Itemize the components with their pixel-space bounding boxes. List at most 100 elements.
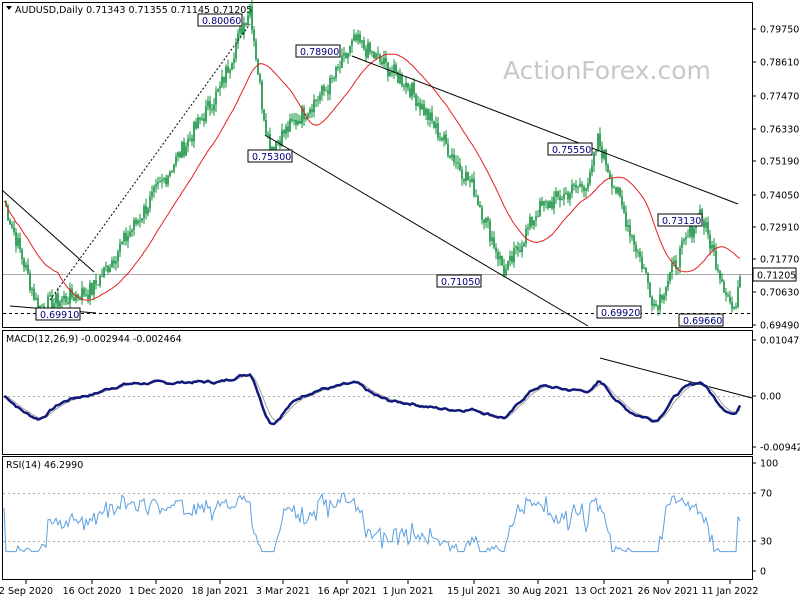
candle	[89, 280, 91, 306]
candle	[233, 52, 235, 70]
candle	[489, 218, 491, 247]
candle	[735, 302, 737, 310]
candle	[219, 81, 221, 96]
candle	[435, 116, 437, 135]
price-axis-label: 0.78610	[760, 58, 799, 69]
candle	[681, 237, 683, 255]
candle	[553, 190, 555, 215]
candle	[383, 50, 385, 68]
candle	[259, 72, 261, 85]
price-annotation-label: 0.80060	[202, 16, 241, 27]
candle	[535, 210, 537, 227]
candle	[41, 303, 43, 307]
candle	[297, 113, 299, 126]
price-candles	[5, 0, 741, 320]
candle	[531, 216, 533, 229]
candle	[125, 227, 127, 246]
candle	[207, 96, 209, 111]
candle	[337, 64, 339, 72]
candle	[543, 200, 545, 212]
candle	[223, 76, 225, 89]
rsi-panel-frame	[2, 456, 753, 580]
time-axis-label: 18 Jan 2021	[192, 586, 249, 597]
moving-average-line	[3, 53, 741, 301]
candle	[279, 135, 281, 149]
candle	[333, 76, 335, 82]
candle	[547, 200, 549, 211]
price-annotation-label: 0.71050	[441, 277, 480, 288]
candle	[369, 41, 371, 55]
candle	[437, 117, 439, 141]
candle	[671, 257, 673, 280]
rsi-axis: 100 70 30 0	[752, 459, 778, 578]
time-axis-label: 16 Oct 2020	[63, 586, 122, 597]
candle	[661, 294, 663, 304]
candle	[151, 185, 153, 201]
candle	[567, 190, 569, 204]
candle	[353, 29, 355, 42]
candle	[161, 173, 163, 189]
candle	[25, 261, 27, 271]
candle	[319, 91, 321, 104]
candle	[521, 240, 523, 258]
candle	[121, 241, 123, 245]
candle	[711, 240, 713, 253]
candle	[365, 45, 367, 63]
candle	[179, 150, 181, 158]
rsi-panel-title: RSI(14) 46.2990	[6, 460, 83, 471]
candle	[439, 132, 441, 142]
candle	[141, 218, 143, 224]
candle	[703, 218, 705, 235]
candle	[655, 300, 657, 307]
price-axis: 0.79750 0.78610 0.77470 0.76330 0.75190 0.740…	[752, 25, 799, 332]
candle	[105, 261, 107, 272]
candle	[159, 176, 161, 183]
candle	[367, 38, 369, 60]
candle	[453, 148, 455, 167]
candle	[133, 217, 135, 236]
candle	[239, 26, 241, 39]
price-axis-label: 0.69490	[760, 321, 799, 332]
candle	[115, 256, 117, 271]
candle	[345, 51, 347, 59]
candle	[75, 291, 77, 304]
candle	[581, 180, 583, 193]
svg-text:AUDUSD,Daily 0.71343 0.71355: AUDUSD,Daily 0.71343 0.71355 0.71145 0.7…	[15, 5, 252, 16]
candle	[515, 245, 517, 255]
price-annotation: 0.78900	[295, 44, 341, 58]
candle	[35, 292, 37, 301]
candle	[443, 131, 445, 147]
candle	[545, 199, 547, 209]
candle	[477, 194, 479, 206]
candle	[147, 206, 149, 217]
candle	[113, 256, 115, 269]
candle	[325, 86, 327, 92]
candle	[635, 241, 637, 259]
time-axis-label: 1 Dec 2020	[129, 586, 184, 597]
candle	[245, 22, 247, 27]
candle	[709, 230, 711, 256]
macd-panel-title: MACD(12,26,9) -0.002944 -0.002464	[6, 334, 182, 345]
candle	[225, 64, 227, 88]
candle	[499, 251, 501, 266]
candle	[639, 247, 641, 263]
candle	[429, 108, 431, 128]
rsi-axis-label: 70	[760, 489, 772, 500]
candle	[457, 155, 459, 170]
candle	[417, 95, 419, 107]
falling-channel-bottom	[264, 134, 589, 327]
candle	[563, 187, 565, 206]
price-axis-label: 0.74050	[760, 191, 799, 202]
candle	[199, 116, 201, 125]
candle	[31, 287, 33, 296]
candle	[467, 171, 469, 181]
price-annotation: 0.69910	[35, 307, 81, 321]
candle	[191, 134, 193, 146]
candle	[659, 287, 661, 315]
candle	[555, 187, 557, 205]
candle	[589, 168, 591, 187]
candle	[625, 205, 627, 232]
candle	[15, 228, 17, 253]
candle	[65, 292, 67, 306]
